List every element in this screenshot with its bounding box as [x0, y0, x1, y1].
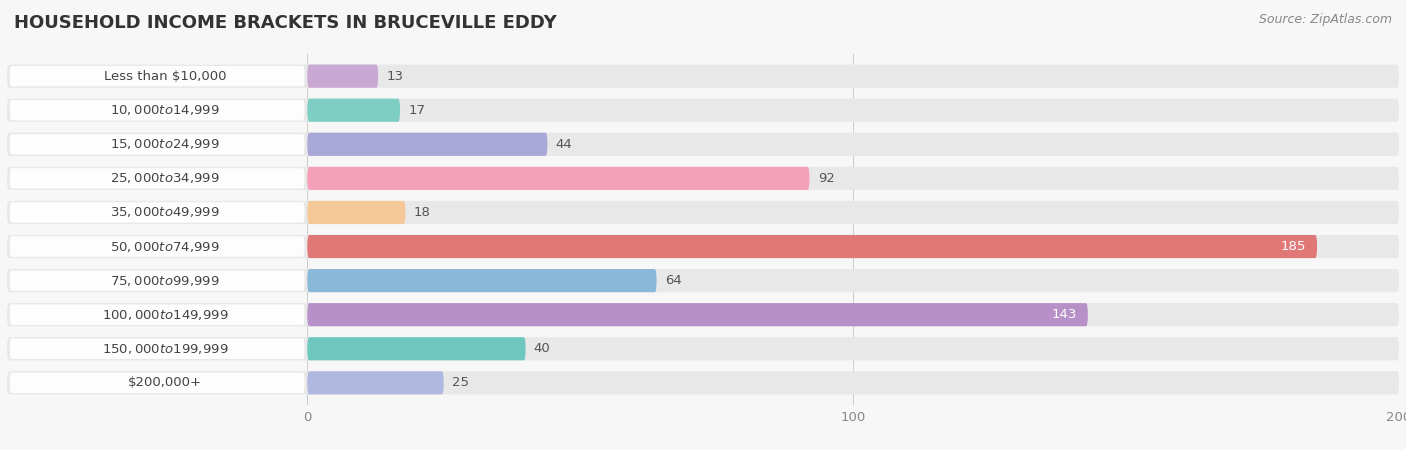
Text: 40: 40 [534, 342, 551, 355]
Text: 25: 25 [451, 376, 470, 389]
FancyBboxPatch shape [7, 269, 1399, 292]
Text: 64: 64 [665, 274, 682, 287]
FancyBboxPatch shape [10, 134, 305, 154]
Text: 143: 143 [1052, 308, 1077, 321]
Text: Less than $10,000: Less than $10,000 [104, 70, 226, 83]
Text: $75,000 to $99,999: $75,000 to $99,999 [111, 274, 221, 288]
FancyBboxPatch shape [10, 66, 305, 86]
Text: $100,000 to $149,999: $100,000 to $149,999 [103, 308, 229, 322]
FancyBboxPatch shape [308, 64, 378, 88]
FancyBboxPatch shape [10, 270, 305, 291]
Text: 17: 17 [408, 104, 425, 117]
FancyBboxPatch shape [7, 337, 1399, 360]
FancyBboxPatch shape [10, 100, 305, 121]
FancyBboxPatch shape [7, 133, 1399, 156]
Text: HOUSEHOLD INCOME BRACKETS IN BRUCEVILLE EDDY: HOUSEHOLD INCOME BRACKETS IN BRUCEVILLE … [14, 14, 557, 32]
Text: $150,000 to $199,999: $150,000 to $199,999 [103, 342, 229, 356]
FancyBboxPatch shape [308, 303, 1088, 326]
FancyBboxPatch shape [308, 235, 1317, 258]
FancyBboxPatch shape [308, 371, 444, 395]
Text: $15,000 to $24,999: $15,000 to $24,999 [111, 137, 221, 151]
Text: 92: 92 [818, 172, 835, 185]
FancyBboxPatch shape [10, 236, 305, 257]
FancyBboxPatch shape [308, 133, 547, 156]
Text: $35,000 to $49,999: $35,000 to $49,999 [111, 206, 221, 220]
FancyBboxPatch shape [10, 168, 305, 189]
Text: 44: 44 [555, 138, 572, 151]
FancyBboxPatch shape [308, 99, 401, 122]
FancyBboxPatch shape [308, 201, 405, 224]
Text: $50,000 to $74,999: $50,000 to $74,999 [111, 239, 221, 253]
FancyBboxPatch shape [7, 99, 1399, 122]
FancyBboxPatch shape [7, 167, 1399, 190]
FancyBboxPatch shape [10, 373, 305, 393]
FancyBboxPatch shape [7, 371, 1399, 395]
FancyBboxPatch shape [10, 202, 305, 223]
Text: 18: 18 [413, 206, 430, 219]
FancyBboxPatch shape [7, 201, 1399, 224]
FancyBboxPatch shape [7, 64, 1399, 88]
FancyBboxPatch shape [308, 167, 810, 190]
Text: 13: 13 [387, 70, 404, 83]
Text: $200,000+: $200,000+ [128, 376, 202, 389]
Text: $25,000 to $34,999: $25,000 to $34,999 [111, 171, 221, 185]
Text: $10,000 to $14,999: $10,000 to $14,999 [111, 103, 221, 117]
FancyBboxPatch shape [308, 269, 657, 292]
FancyBboxPatch shape [308, 337, 526, 360]
FancyBboxPatch shape [10, 338, 305, 359]
Text: Source: ZipAtlas.com: Source: ZipAtlas.com [1258, 14, 1392, 27]
FancyBboxPatch shape [10, 305, 305, 325]
Text: 185: 185 [1281, 240, 1306, 253]
FancyBboxPatch shape [7, 235, 1399, 258]
FancyBboxPatch shape [7, 303, 1399, 326]
